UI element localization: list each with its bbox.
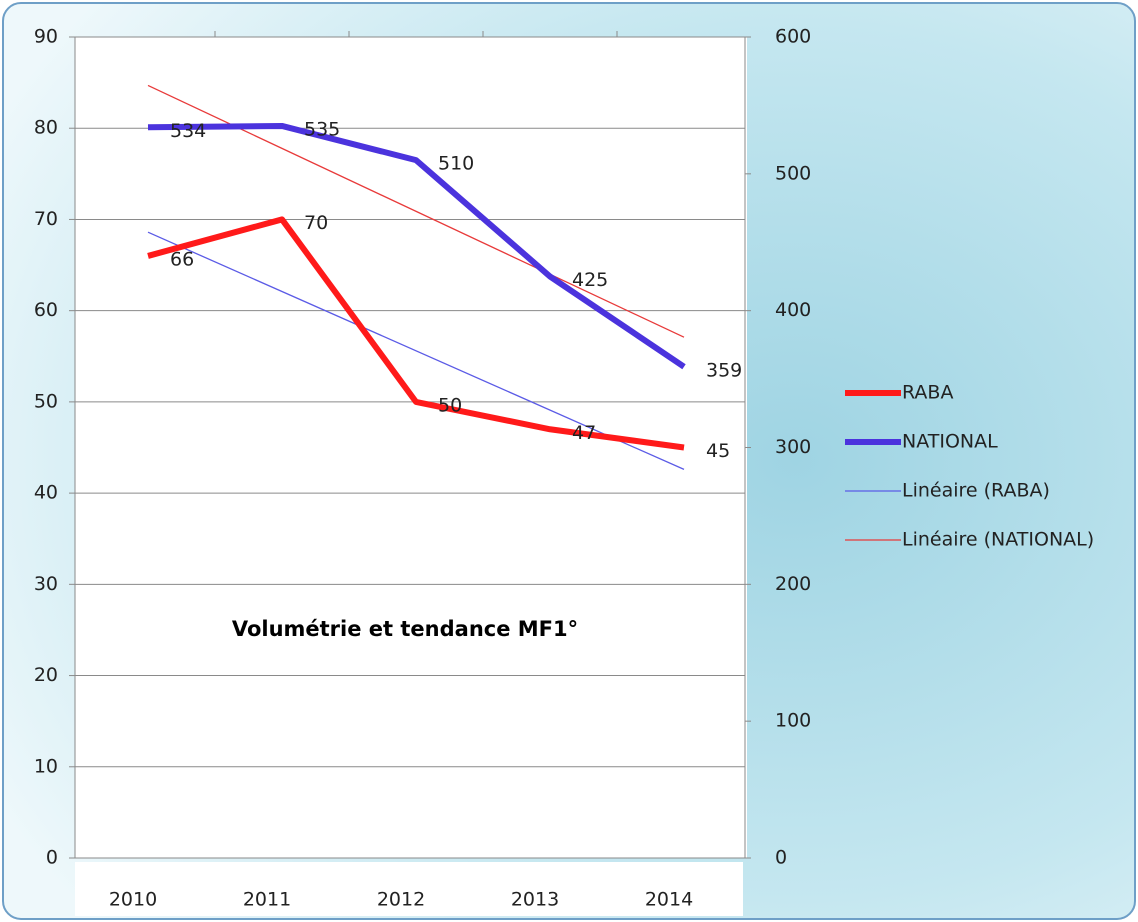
y-tick-label: 40 [34,482,58,504]
y2-tick-label: 300 [775,436,811,458]
y2-tick-label: 500 [775,162,811,184]
chart-title: Volumétrie et tendance MF1° [232,617,578,641]
y-tick-label: 0 [46,847,58,869]
x-tick-label: 2010 [109,889,157,911]
x-axis-area [75,862,743,916]
legend-label: RABA [902,382,953,404]
x-tick-label: 2011 [243,889,291,911]
series-line [147,122,686,370]
data-label: 535 [304,118,340,140]
y-tick-label: 50 [34,390,58,412]
y-tick-label: 10 [34,755,58,777]
data-label: 66 [170,248,194,270]
legend-label: NATIONAL [902,431,998,453]
y2-tick-label: 0 [775,847,787,869]
legend-label: Linéaire (NATIONAL) [902,529,1094,551]
x-tick-label: 2012 [377,889,425,911]
y2-tick-label: 200 [775,573,811,595]
legend-label: Linéaire (RABA) [902,480,1050,502]
x-tick-label: 2014 [645,889,693,911]
x-tick-label: 2013 [511,889,559,911]
y-tick-label: 60 [34,299,58,321]
y-tick-label: 80 [34,117,58,139]
data-label: 510 [438,153,474,175]
data-label: 70 [304,212,328,234]
y2-tick-label: 100 [775,710,811,732]
data-label: 45 [706,440,730,462]
y2-tick-label: 600 [775,26,811,48]
y-tick-label: 30 [34,573,58,595]
data-label: 425 [572,269,608,291]
y2-tick-label: 400 [775,299,811,321]
series-line [147,216,685,451]
y-tick-label: 90 [34,26,58,48]
data-label: 534 [170,120,206,142]
data-label: 50 [438,394,462,416]
data-label: 359 [706,359,742,381]
data-label: 47 [572,422,596,444]
y-tick-label: 70 [34,208,58,230]
trend-line [147,231,685,470]
y-tick-label: 20 [34,664,58,686]
